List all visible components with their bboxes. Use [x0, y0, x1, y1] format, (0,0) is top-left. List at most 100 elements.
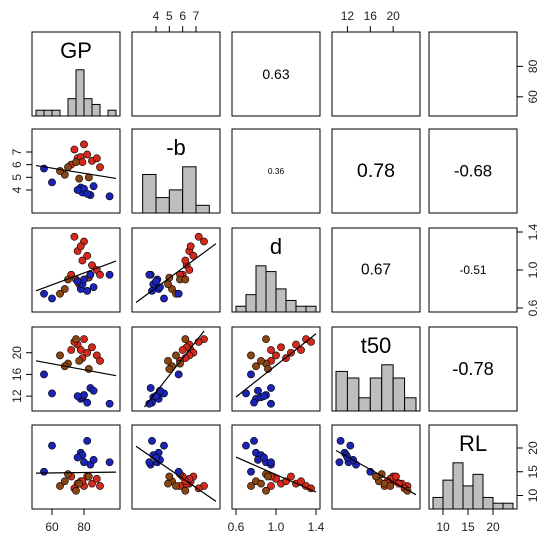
histogram-bar	[91, 103, 101, 117]
panel-frame-r0-c4	[428, 31, 518, 117]
histogram-bar	[155, 197, 170, 214]
panel-frame-r1-c4	[428, 128, 518, 214]
histogram-bar	[502, 502, 514, 510]
histogram-bar	[35, 109, 45, 117]
correlation-label: 0.67	[361, 262, 391, 279]
panel-frame-r3-c2	[231, 326, 321, 412]
tick-label: 10	[436, 520, 450, 534]
scatter-point	[346, 441, 355, 450]
histogram-bar	[346, 377, 360, 412]
scatter-point	[292, 340, 300, 349]
scatter-point	[272, 351, 280, 360]
regression-line	[35, 360, 117, 377]
scatter-point	[80, 391, 88, 399]
scatter-point	[252, 362, 260, 371]
tick-label: 12	[10, 389, 24, 403]
variable-label-GP: GP	[60, 38, 92, 63]
regression-line	[135, 445, 217, 502]
scatter-point	[160, 294, 168, 303]
regression-line	[144, 330, 205, 408]
scatter-point	[76, 242, 85, 251]
histogram-bar	[369, 377, 383, 412]
panel-frame-r4-c1	[131, 424, 221, 510]
scatter-point	[247, 467, 255, 476]
scatter-point	[89, 182, 98, 191]
tick-label: 0.6	[228, 520, 245, 534]
scatter-point	[164, 280, 172, 289]
scatter-panel-r3-c1	[144, 330, 208, 408]
scatter-point	[267, 346, 275, 354]
histogram-bar	[255, 265, 267, 313]
scatter-point	[250, 398, 258, 407]
tick-label: 16	[364, 9, 378, 23]
tick-label: 1.4	[526, 223, 540, 240]
scatter-point	[247, 482, 255, 490]
right-axis-d: 0.6 1.0 1.4	[516, 223, 540, 316]
scatter-point	[73, 277, 82, 286]
tick-label: 80	[526, 59, 540, 73]
scatter-point	[181, 256, 190, 265]
tick-label: 5	[10, 174, 24, 181]
histogram-bar	[75, 69, 85, 117]
histogram-bar	[442, 479, 454, 510]
scatter-point	[242, 441, 250, 450]
tick-label: 4	[10, 186, 24, 193]
tick-label: 1.4	[308, 520, 325, 534]
scatter-panel-r4-c3	[335, 436, 417, 496]
scatter-point	[40, 370, 48, 379]
scatter-point	[176, 359, 184, 368]
panel-frame-r2-c0	[31, 227, 121, 313]
panel-frame-r2-c3	[331, 227, 421, 313]
histogram-bar	[462, 485, 474, 510]
histogram-bar	[404, 397, 417, 412]
scatter-point	[178, 346, 187, 354]
tick-label: 80	[77, 520, 91, 534]
scatter-point	[386, 482, 395, 490]
regression-line	[135, 243, 217, 303]
scatter-point	[96, 270, 104, 279]
scatter-point	[72, 335, 80, 344]
scatter-point	[40, 289, 48, 298]
scatter-point	[267, 384, 275, 392]
scatter-panel-r1-c0	[35, 140, 117, 201]
tick-label: 20	[10, 346, 24, 360]
scatter-point	[164, 356, 172, 365]
scatter-point	[48, 441, 56, 450]
correlation-label: -0.78	[452, 359, 493, 379]
scatter-point	[75, 174, 84, 183]
scatter-point	[145, 270, 154, 279]
panel-frame-r2-c1	[131, 227, 221, 313]
scatter-point	[257, 479, 265, 488]
scatter-point	[267, 399, 275, 408]
histogram-d	[235, 265, 317, 313]
panel-frame-r4-c0	[31, 424, 121, 510]
scatter-panel-r2-c1	[135, 232, 217, 303]
scatter-point	[83, 436, 92, 445]
scatter-point	[260, 453, 268, 462]
scatter-point	[83, 286, 92, 295]
scatter-point	[86, 270, 95, 279]
scatter-point	[194, 232, 203, 241]
scatter-point	[83, 251, 92, 260]
tick-label: 1.0	[268, 520, 285, 534]
tick-label: 60	[526, 90, 540, 104]
scatter-point	[48, 178, 56, 187]
scatter-point	[40, 467, 48, 476]
histogram-bar	[168, 189, 184, 214]
tick-label: 15	[526, 465, 540, 479]
scatter-point	[165, 365, 174, 373]
scatter-point	[72, 158, 80, 167]
scatter-point	[64, 470, 72, 479]
histogram-bar	[265, 271, 277, 313]
histogram-bar	[305, 305, 317, 313]
scatter-point	[172, 482, 180, 490]
scatter-point	[105, 399, 114, 408]
histogram-bar	[452, 462, 464, 510]
regression-line	[335, 449, 417, 496]
scatter-point	[165, 472, 174, 481]
correlation-label: 0.63	[262, 66, 289, 82]
scatter-point	[92, 154, 101, 163]
scatter-point	[174, 370, 183, 379]
